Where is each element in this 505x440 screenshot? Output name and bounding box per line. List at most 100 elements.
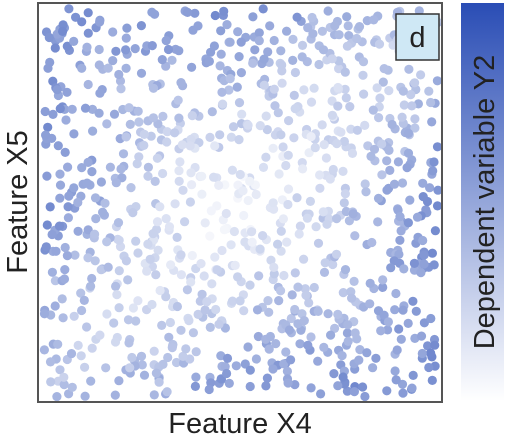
scatter-point: [408, 370, 418, 380]
scatter-point: [204, 384, 214, 395]
scatter-point: [43, 63, 53, 73]
scatter-point: [87, 343, 97, 353]
scatter-point: [143, 171, 153, 181]
scatter-point: [112, 290, 122, 300]
scatter-point: [124, 338, 134, 348]
scatter-point: [318, 207, 328, 217]
scatter-point: [318, 45, 329, 55]
scatter-point: [325, 174, 335, 184]
scatter-point: [360, 120, 370, 130]
scatter-point: [245, 176, 255, 186]
scatter-point: [327, 110, 337, 120]
scatter-point: [258, 162, 269, 172]
scatter-point: [343, 21, 353, 31]
scatter-point: [103, 63, 113, 73]
scatter-point: [232, 82, 242, 92]
scatter-point: [221, 208, 231, 219]
scatter-point: [175, 157, 185, 167]
scatter-point: [403, 128, 414, 138]
scatter-point: [274, 169, 284, 179]
scatter-point: [64, 191, 74, 201]
scatter-point: [259, 54, 269, 64]
scatter-point: [188, 25, 198, 35]
colorbar: [461, 3, 504, 401]
scatter-point: [276, 246, 286, 256]
scatter-point: [133, 296, 143, 306]
scatter-point: [367, 237, 377, 248]
scatter-point: [53, 141, 63, 151]
scatter-point: [403, 218, 413, 228]
scatter-point: [118, 149, 129, 159]
scatter-point: [239, 306, 249, 316]
scatter-point: [294, 229, 304, 239]
scatter-point: [79, 295, 89, 305]
scatter-point: [264, 307, 274, 317]
scatter-point: [317, 26, 327, 36]
scatter-point: [187, 111, 197, 121]
scatter-point: [290, 104, 300, 114]
scatter-point: [309, 282, 319, 293]
scatter-point: [147, 41, 157, 51]
scatter-point: [157, 320, 167, 330]
scatter-point: [217, 87, 227, 97]
scatter-point: [390, 305, 400, 315]
scatter-point: [265, 21, 275, 31]
scatter-point: [342, 386, 352, 396]
scatter-point: [254, 36, 264, 46]
scatter-point: [382, 156, 392, 166]
scatter-point: [69, 36, 79, 47]
scatter-point: [76, 288, 86, 298]
scatter-point: [369, 144, 380, 154]
scatter-point: [103, 262, 113, 272]
scatter-point: [61, 115, 71, 125]
scatter-point: [384, 86, 394, 96]
scatter-point: [94, 44, 104, 55]
scatter-point: [161, 214, 171, 224]
scatter-point: [378, 77, 388, 87]
scatter-point: [350, 328, 360, 338]
scatter-point: [39, 345, 50, 355]
scatter-point: [170, 128, 180, 138]
scatter-point: [216, 26, 226, 36]
scatter-point: [121, 63, 131, 73]
scatter-point: [282, 366, 292, 376]
scatter-point: [279, 270, 289, 281]
scatter-point: [116, 164, 126, 174]
scatter-point: [62, 251, 72, 261]
scatter-point: [55, 169, 65, 179]
scatter-point: [123, 315, 134, 325]
scatter-point: [94, 60, 104, 70]
scatter-point: [148, 113, 158, 123]
scatter-point: [399, 264, 409, 274]
scatter-point: [254, 28, 264, 38]
scatter-point: [136, 21, 146, 31]
scatter-point: [240, 359, 250, 369]
scatter-point: [354, 355, 364, 365]
scatter-point: [186, 277, 196, 287]
scatter-point: [297, 40, 308, 51]
scatter-point: [262, 373, 272, 383]
scatter-point: [83, 157, 93, 167]
scatter-point: [100, 198, 110, 208]
scatter-point: [105, 162, 115, 172]
scatter-point: [358, 57, 369, 67]
scatter-point: [83, 253, 93, 263]
scatter-point: [102, 237, 112, 247]
scatter-point: [45, 202, 55, 212]
scatter-point: [399, 100, 409, 110]
scatter-point: [222, 20, 232, 30]
scatter-point: [306, 132, 316, 142]
scatter-point: [73, 340, 83, 350]
scatter-point: [306, 332, 316, 342]
scatter-point: [308, 29, 318, 39]
scatter-point: [114, 303, 124, 313]
scatter-point: [176, 270, 186, 280]
scatter-point: [343, 320, 353, 330]
scatter-point: [172, 232, 182, 242]
scatter-point: [290, 304, 300, 315]
scatter-point: [110, 390, 120, 400]
scatter-point: [328, 164, 338, 175]
scatter-point: [405, 195, 415, 205]
scatter-point: [319, 342, 329, 352]
scatter-point: [90, 256, 100, 266]
